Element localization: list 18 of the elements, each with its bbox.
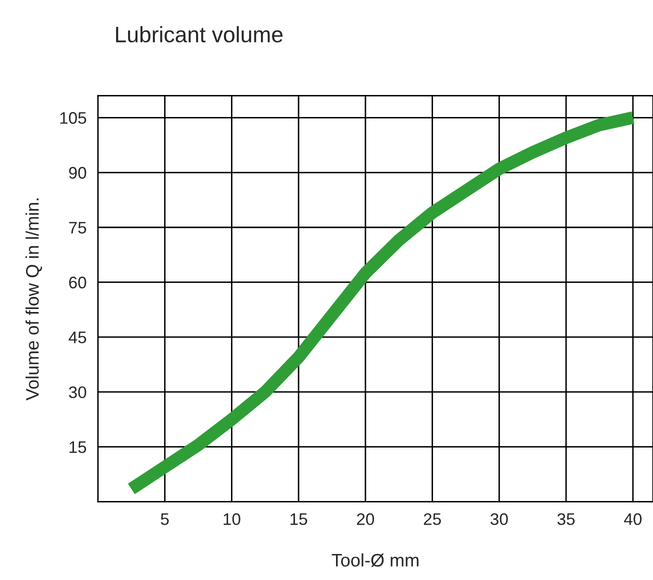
x-axis-title: Tool-Ø mm (332, 553, 418, 567)
x-tick-label: 20 (357, 513, 374, 526)
y-axis-title: Volume of flow Q in l/min. (26, 198, 42, 400)
chart-title: Lubricant volume (116, 26, 283, 42)
y-tick-label: 90 (69, 166, 86, 179)
x-tick-label: 25 (424, 513, 441, 526)
x-tick-label: 10 (224, 513, 240, 526)
y-tick-label: 60 (69, 276, 86, 288)
x-tick-label: 40 (624, 513, 642, 526)
y-tick-label: 15 (70, 441, 86, 454)
x-tick-label: 15 (290, 513, 308, 526)
x-tick-label: 5 (160, 513, 169, 526)
x-tick-label: 30 (490, 513, 508, 526)
y-tick-label: 105 (60, 112, 86, 124)
y-tick-label: 75 (69, 222, 86, 234)
x-tick-label: 35 (557, 513, 575, 526)
y-tick-label: 45 (68, 332, 86, 344)
y-tick-label: 30 (68, 386, 86, 398)
